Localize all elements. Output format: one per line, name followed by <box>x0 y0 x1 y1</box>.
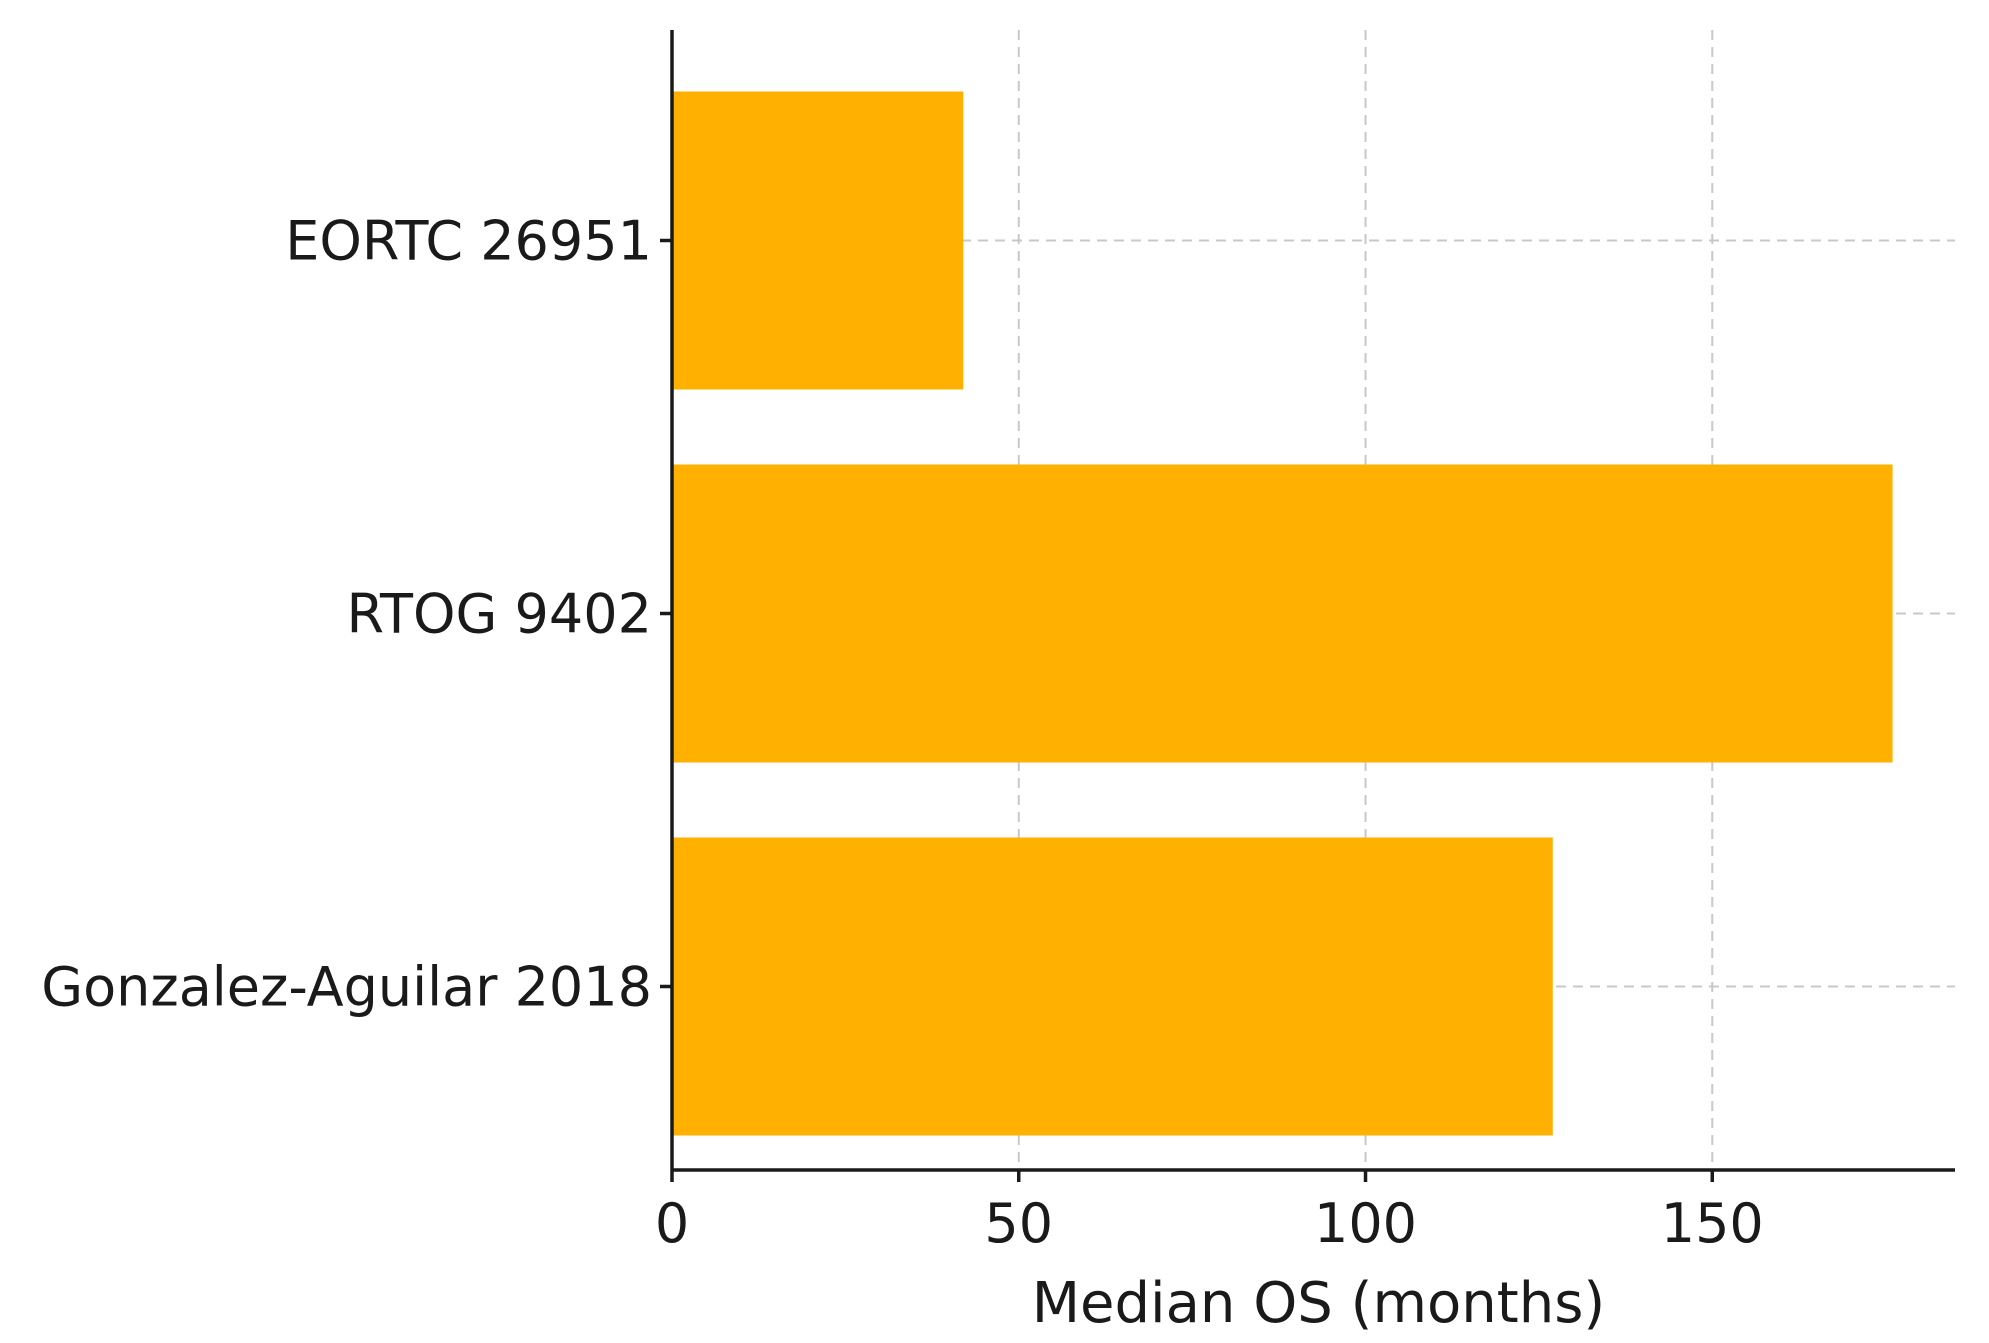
x-tick-label: 150 <box>1661 1192 1764 1255</box>
x-tick-label: 50 <box>984 1192 1053 1255</box>
bar <box>672 837 1553 1136</box>
x-tick-label: 100 <box>1314 1192 1417 1255</box>
y-tick-label: RTOG 9402 <box>346 583 652 646</box>
bars <box>672 91 1893 1136</box>
x-axis-title: Median OS (months) <box>1032 1271 1606 1336</box>
bar <box>672 91 964 390</box>
x-tick-label: 0 <box>655 1192 689 1255</box>
ticks: 0 50 100 150 EORTC 26951 RTOG 9402 Gonzalez-Ag… <box>41 210 1764 1256</box>
bar <box>672 464 1893 763</box>
axes <box>670 30 1955 1172</box>
y-tick-label: EORTC 26951 <box>285 210 652 273</box>
y-tick-label: Gonzalez-Aguilar 2018 <box>41 956 652 1019</box>
